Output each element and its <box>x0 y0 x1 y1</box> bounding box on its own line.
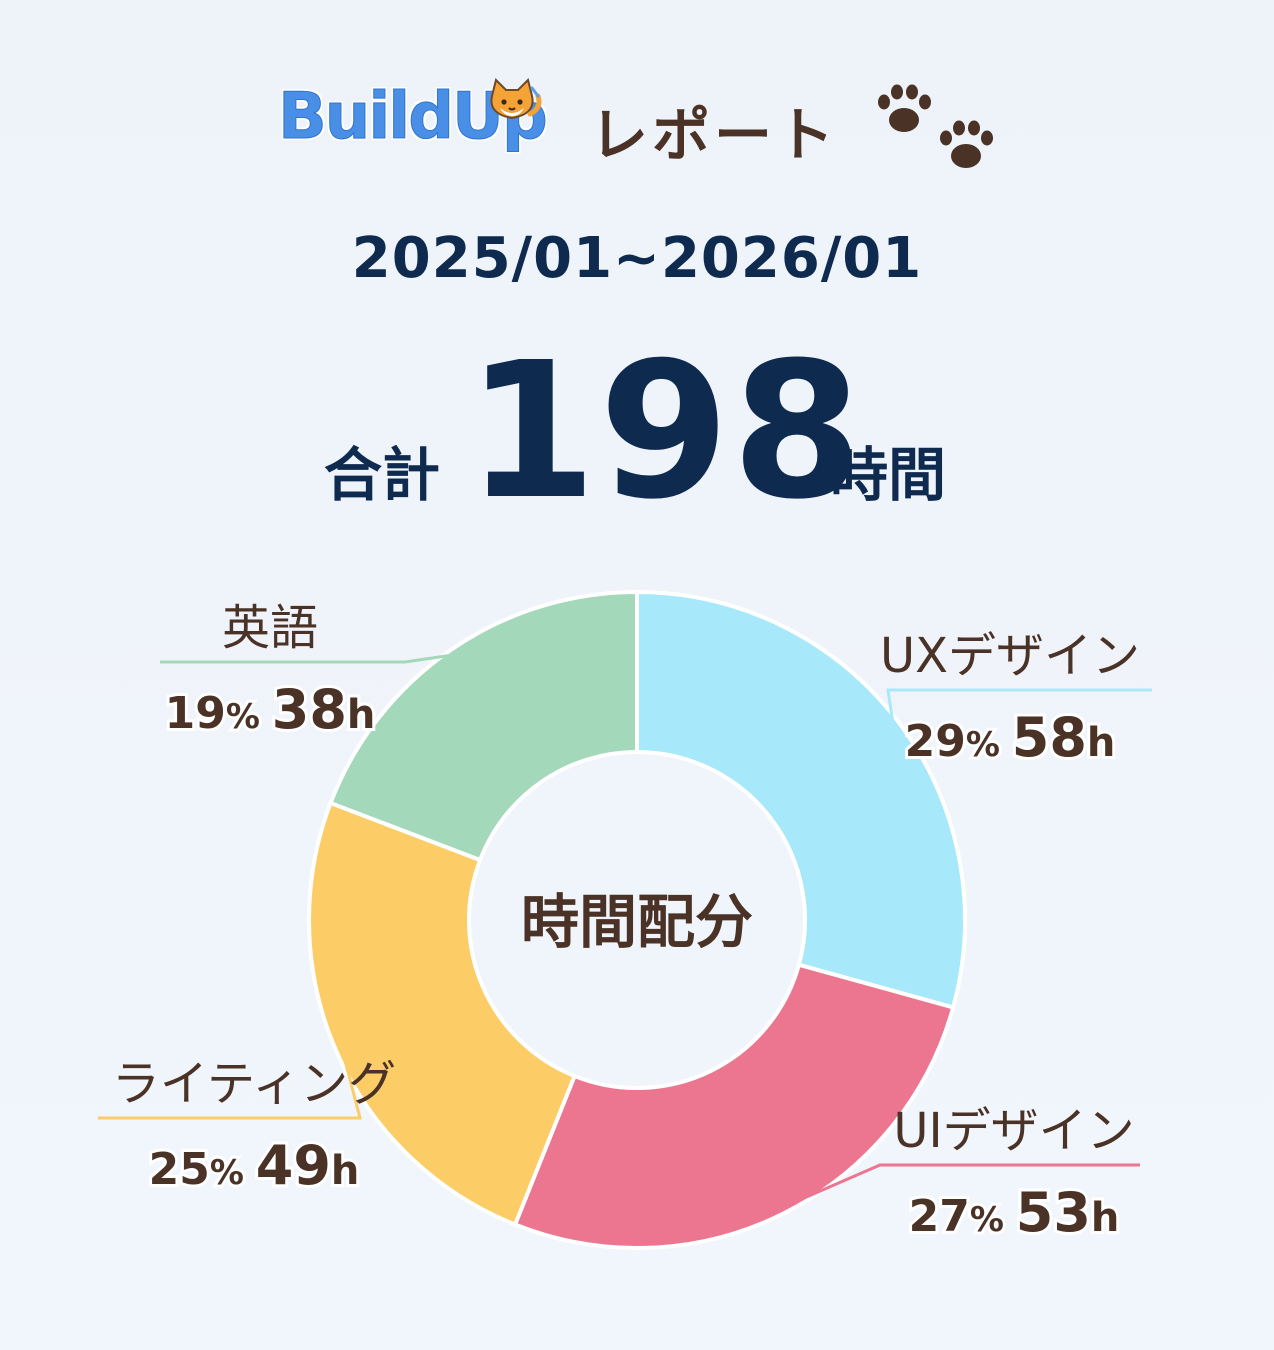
cat-icon <box>490 78 542 120</box>
report-title: レポート <box>590 101 839 169</box>
donut-center-label: 時間配分 <box>521 888 753 956</box>
slice-value-label-0: 29% 58h <box>905 706 1116 769</box>
donut-slice-2 <box>307 800 578 1228</box>
slice-value-label-3: 19% 38h <box>165 678 376 741</box>
leader-line-1 <box>779 1163 1140 1210</box>
leader-line-3 <box>160 653 455 664</box>
slice-value-label-2: 25% 49h <box>149 1134 360 1197</box>
donut-slice-3 <box>328 589 639 863</box>
report-header: BuildUp レポート <box>0 70 1274 170</box>
donut-slice-1 <box>512 962 956 1250</box>
total-hours: 合計 198 時間 <box>0 322 1274 541</box>
total-value: 198 <box>466 322 865 541</box>
slice-name-label-3: 英語 <box>222 600 318 656</box>
time-allocation-donut-chart: 時間配分 UXデザイン 29% 58h UIデザイン 27% 53h ライティング 25% … <box>98 589 1152 1250</box>
leader-line-2 <box>98 1048 362 1120</box>
slice-value-label-1: 27% 53h <box>909 1181 1120 1244</box>
slice-name-label-0: UXデザイン <box>880 628 1140 684</box>
paw-prints-icon <box>878 84 993 168</box>
total-label: 合計 <box>324 441 441 509</box>
slice-name-label-1: UIデザイン <box>893 1103 1134 1159</box>
donut-slice-0 <box>635 589 967 1010</box>
total-unit: 時間 <box>830 441 947 509</box>
report-period: 2025/01~2026/01 <box>351 226 923 291</box>
slice-name-label-2: ライティング <box>112 1056 396 1112</box>
leader-line-0 <box>886 688 1152 726</box>
